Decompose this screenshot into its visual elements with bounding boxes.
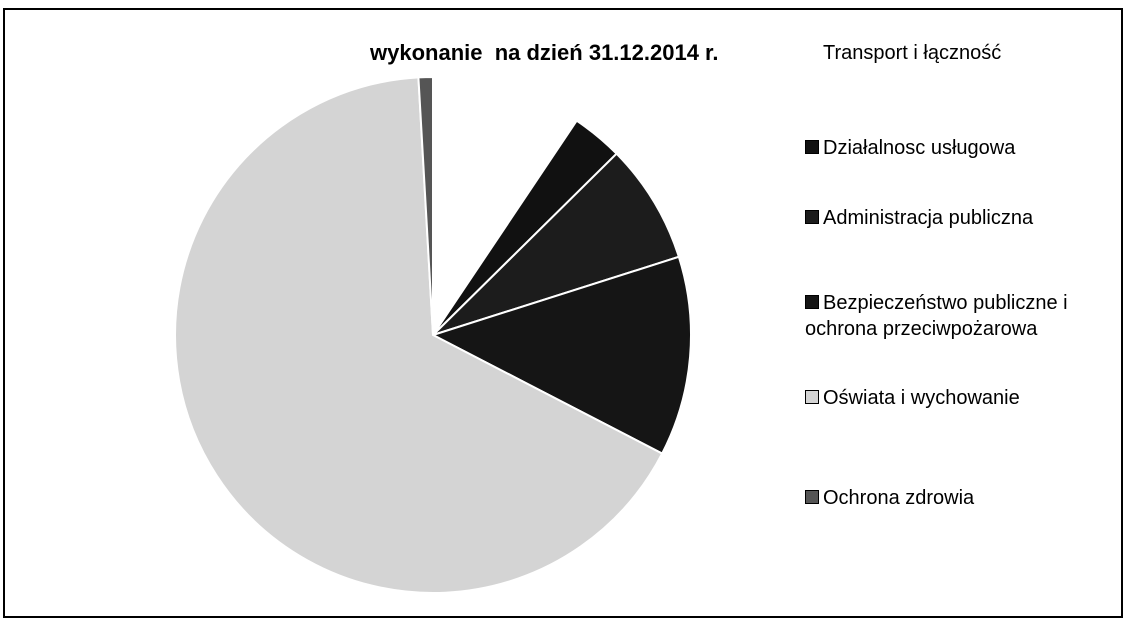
legend-swatch	[805, 490, 819, 504]
pie-slice	[433, 77, 577, 335]
legend-item: Administracja publiczna	[805, 205, 1110, 231]
pie-slice	[430, 255, 692, 455]
legend-label: Transport i łączność	[823, 42, 1002, 64]
chart-frame	[3, 8, 1123, 618]
legend-label: Ochrona zdrowia	[823, 487, 975, 509]
legend-item: Transport i łączność	[823, 40, 1128, 66]
pie-slice	[174, 76, 664, 594]
pie-slice	[432, 152, 681, 336]
chart-title: wykonanie na dzień 31.12.2014 r.	[370, 40, 719, 65]
legend-item: Ochrona zdrowia	[805, 485, 1110, 511]
legend-label: Bezpieczeństwo publiczne i ochrona przec…	[805, 292, 1068, 340]
legend-swatch	[805, 210, 819, 224]
legend-label: Działalnosc usługowa	[823, 137, 1016, 159]
legend-label: Administracja publiczna	[823, 207, 1034, 229]
legend-item: Bezpieczeństwo publiczne i ochrona przec…	[805, 290, 1110, 342]
legend-swatch	[805, 390, 819, 404]
pie-slice	[417, 75, 434, 336]
legend-swatch	[805, 295, 819, 309]
legend-swatch	[805, 140, 819, 154]
legend-item: Działalnosc usługowa	[805, 135, 1110, 161]
legend-label: Oświata i wychowanie	[823, 387, 1020, 409]
legend-item: Oświata i wychowanie	[805, 385, 1110, 411]
